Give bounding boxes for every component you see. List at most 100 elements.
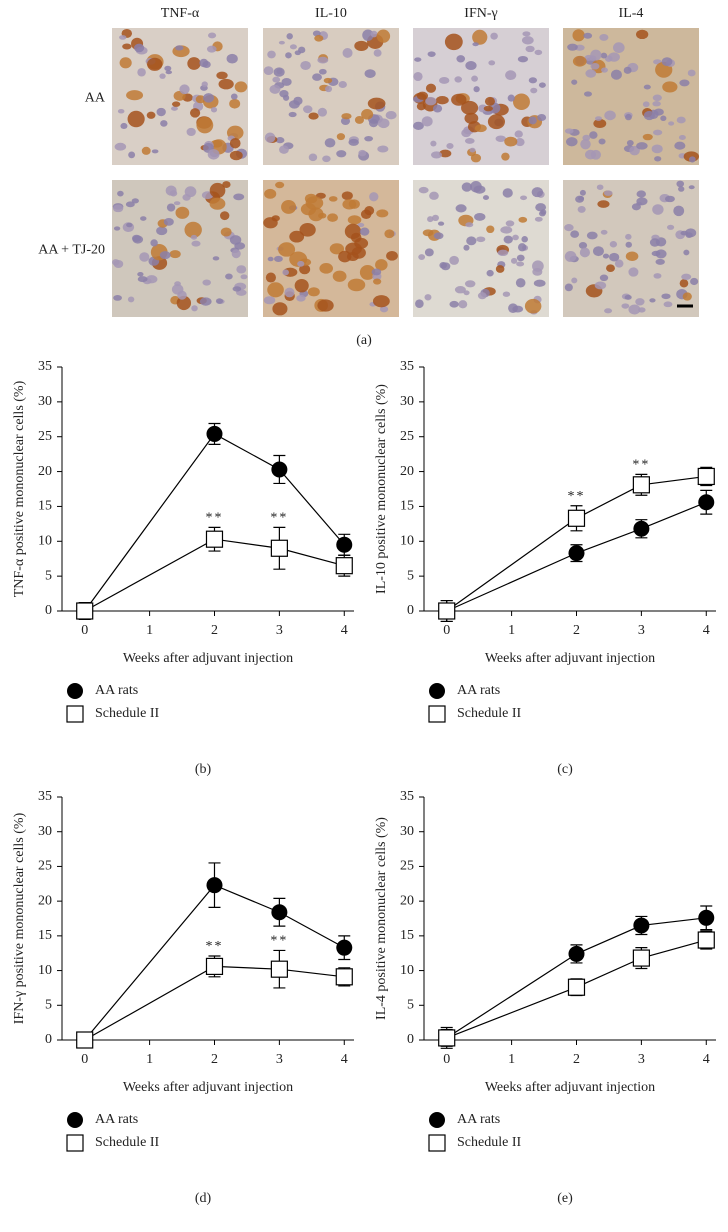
cell bbox=[455, 204, 467, 213]
cell bbox=[137, 68, 146, 77]
cell bbox=[329, 243, 345, 255]
cell bbox=[336, 150, 347, 158]
cell bbox=[275, 137, 285, 144]
cell bbox=[636, 142, 648, 150]
cell bbox=[625, 241, 632, 248]
cell bbox=[278, 242, 296, 257]
x-tick-label: 3 bbox=[638, 623, 645, 638]
cell bbox=[521, 36, 534, 45]
cell bbox=[653, 129, 663, 136]
cell bbox=[534, 49, 543, 56]
cell bbox=[285, 52, 292, 59]
cell bbox=[572, 29, 585, 42]
cell bbox=[218, 78, 234, 90]
cell bbox=[606, 264, 615, 272]
cell bbox=[384, 229, 395, 239]
cell bbox=[289, 230, 305, 243]
cell bbox=[585, 69, 597, 78]
row-label: AA bbox=[85, 91, 106, 106]
cell bbox=[564, 283, 573, 292]
cell bbox=[164, 65, 172, 71]
cell bbox=[272, 76, 281, 83]
cell bbox=[425, 96, 437, 106]
column-label: IL-4 bbox=[619, 6, 644, 21]
panel-label: (c) bbox=[557, 762, 573, 777]
y-tick-label: 25 bbox=[400, 429, 414, 444]
cell bbox=[373, 278, 382, 285]
cell bbox=[600, 229, 608, 235]
cell bbox=[652, 204, 664, 215]
series-line bbox=[446, 939, 707, 1039]
cell bbox=[203, 93, 214, 103]
cell bbox=[171, 101, 181, 107]
cell bbox=[432, 104, 443, 113]
series-line bbox=[84, 884, 345, 1041]
cell bbox=[676, 180, 685, 188]
cell bbox=[362, 29, 374, 41]
legend-label: Schedule II bbox=[95, 706, 159, 721]
cell bbox=[139, 252, 150, 262]
panel-label: (d) bbox=[195, 1191, 212, 1206]
cell bbox=[156, 107, 166, 117]
data-point bbox=[567, 509, 586, 527]
cell bbox=[449, 300, 459, 308]
cell bbox=[131, 234, 142, 243]
cell bbox=[537, 114, 547, 122]
cell bbox=[209, 182, 226, 199]
cell bbox=[635, 298, 645, 306]
cell bbox=[377, 145, 389, 153]
cell bbox=[572, 55, 587, 67]
cell bbox=[518, 216, 528, 223]
legend-marker bbox=[67, 683, 83, 699]
cell bbox=[191, 240, 201, 247]
cell bbox=[538, 210, 546, 217]
cell bbox=[358, 149, 367, 157]
series-line bbox=[446, 501, 707, 612]
cell bbox=[668, 121, 675, 126]
cell bbox=[160, 120, 168, 127]
cell bbox=[267, 50, 276, 59]
cell bbox=[342, 48, 353, 58]
cell bbox=[649, 298, 656, 303]
cell bbox=[679, 79, 690, 87]
cell bbox=[454, 286, 466, 294]
legend-marker bbox=[429, 1112, 445, 1128]
data-point bbox=[633, 520, 650, 537]
y-tick-label: 25 bbox=[400, 859, 414, 874]
cell bbox=[515, 278, 526, 288]
panel-label: (a) bbox=[356, 333, 372, 348]
data-point bbox=[205, 957, 224, 976]
y-tick-label: 10 bbox=[400, 534, 414, 549]
y-tick-label: 20 bbox=[38, 464, 52, 479]
cell bbox=[594, 281, 607, 290]
cell bbox=[474, 213, 486, 221]
cell bbox=[683, 249, 690, 256]
cell bbox=[222, 181, 231, 188]
cell bbox=[600, 52, 608, 59]
cell bbox=[127, 296, 135, 303]
cell bbox=[603, 190, 613, 196]
cell bbox=[220, 227, 232, 237]
cell bbox=[338, 250, 352, 263]
cell bbox=[300, 60, 311, 70]
cell bbox=[628, 304, 641, 315]
y-tick-label: 25 bbox=[38, 429, 52, 444]
cell bbox=[433, 232, 444, 240]
x-tick-label: 0 bbox=[81, 1052, 88, 1067]
cell bbox=[308, 207, 324, 222]
cell bbox=[283, 94, 290, 101]
legend-marker bbox=[67, 1112, 83, 1128]
significance-label: ** bbox=[270, 511, 288, 526]
cell bbox=[299, 223, 316, 237]
cell bbox=[476, 236, 486, 243]
cell bbox=[263, 66, 274, 75]
cell bbox=[623, 66, 632, 74]
cell bbox=[570, 230, 580, 238]
cell bbox=[425, 83, 437, 93]
cell bbox=[590, 62, 600, 70]
cell bbox=[688, 156, 696, 163]
cell bbox=[229, 138, 241, 149]
cell bbox=[666, 224, 675, 230]
cell bbox=[482, 195, 490, 201]
cell bbox=[611, 69, 622, 80]
